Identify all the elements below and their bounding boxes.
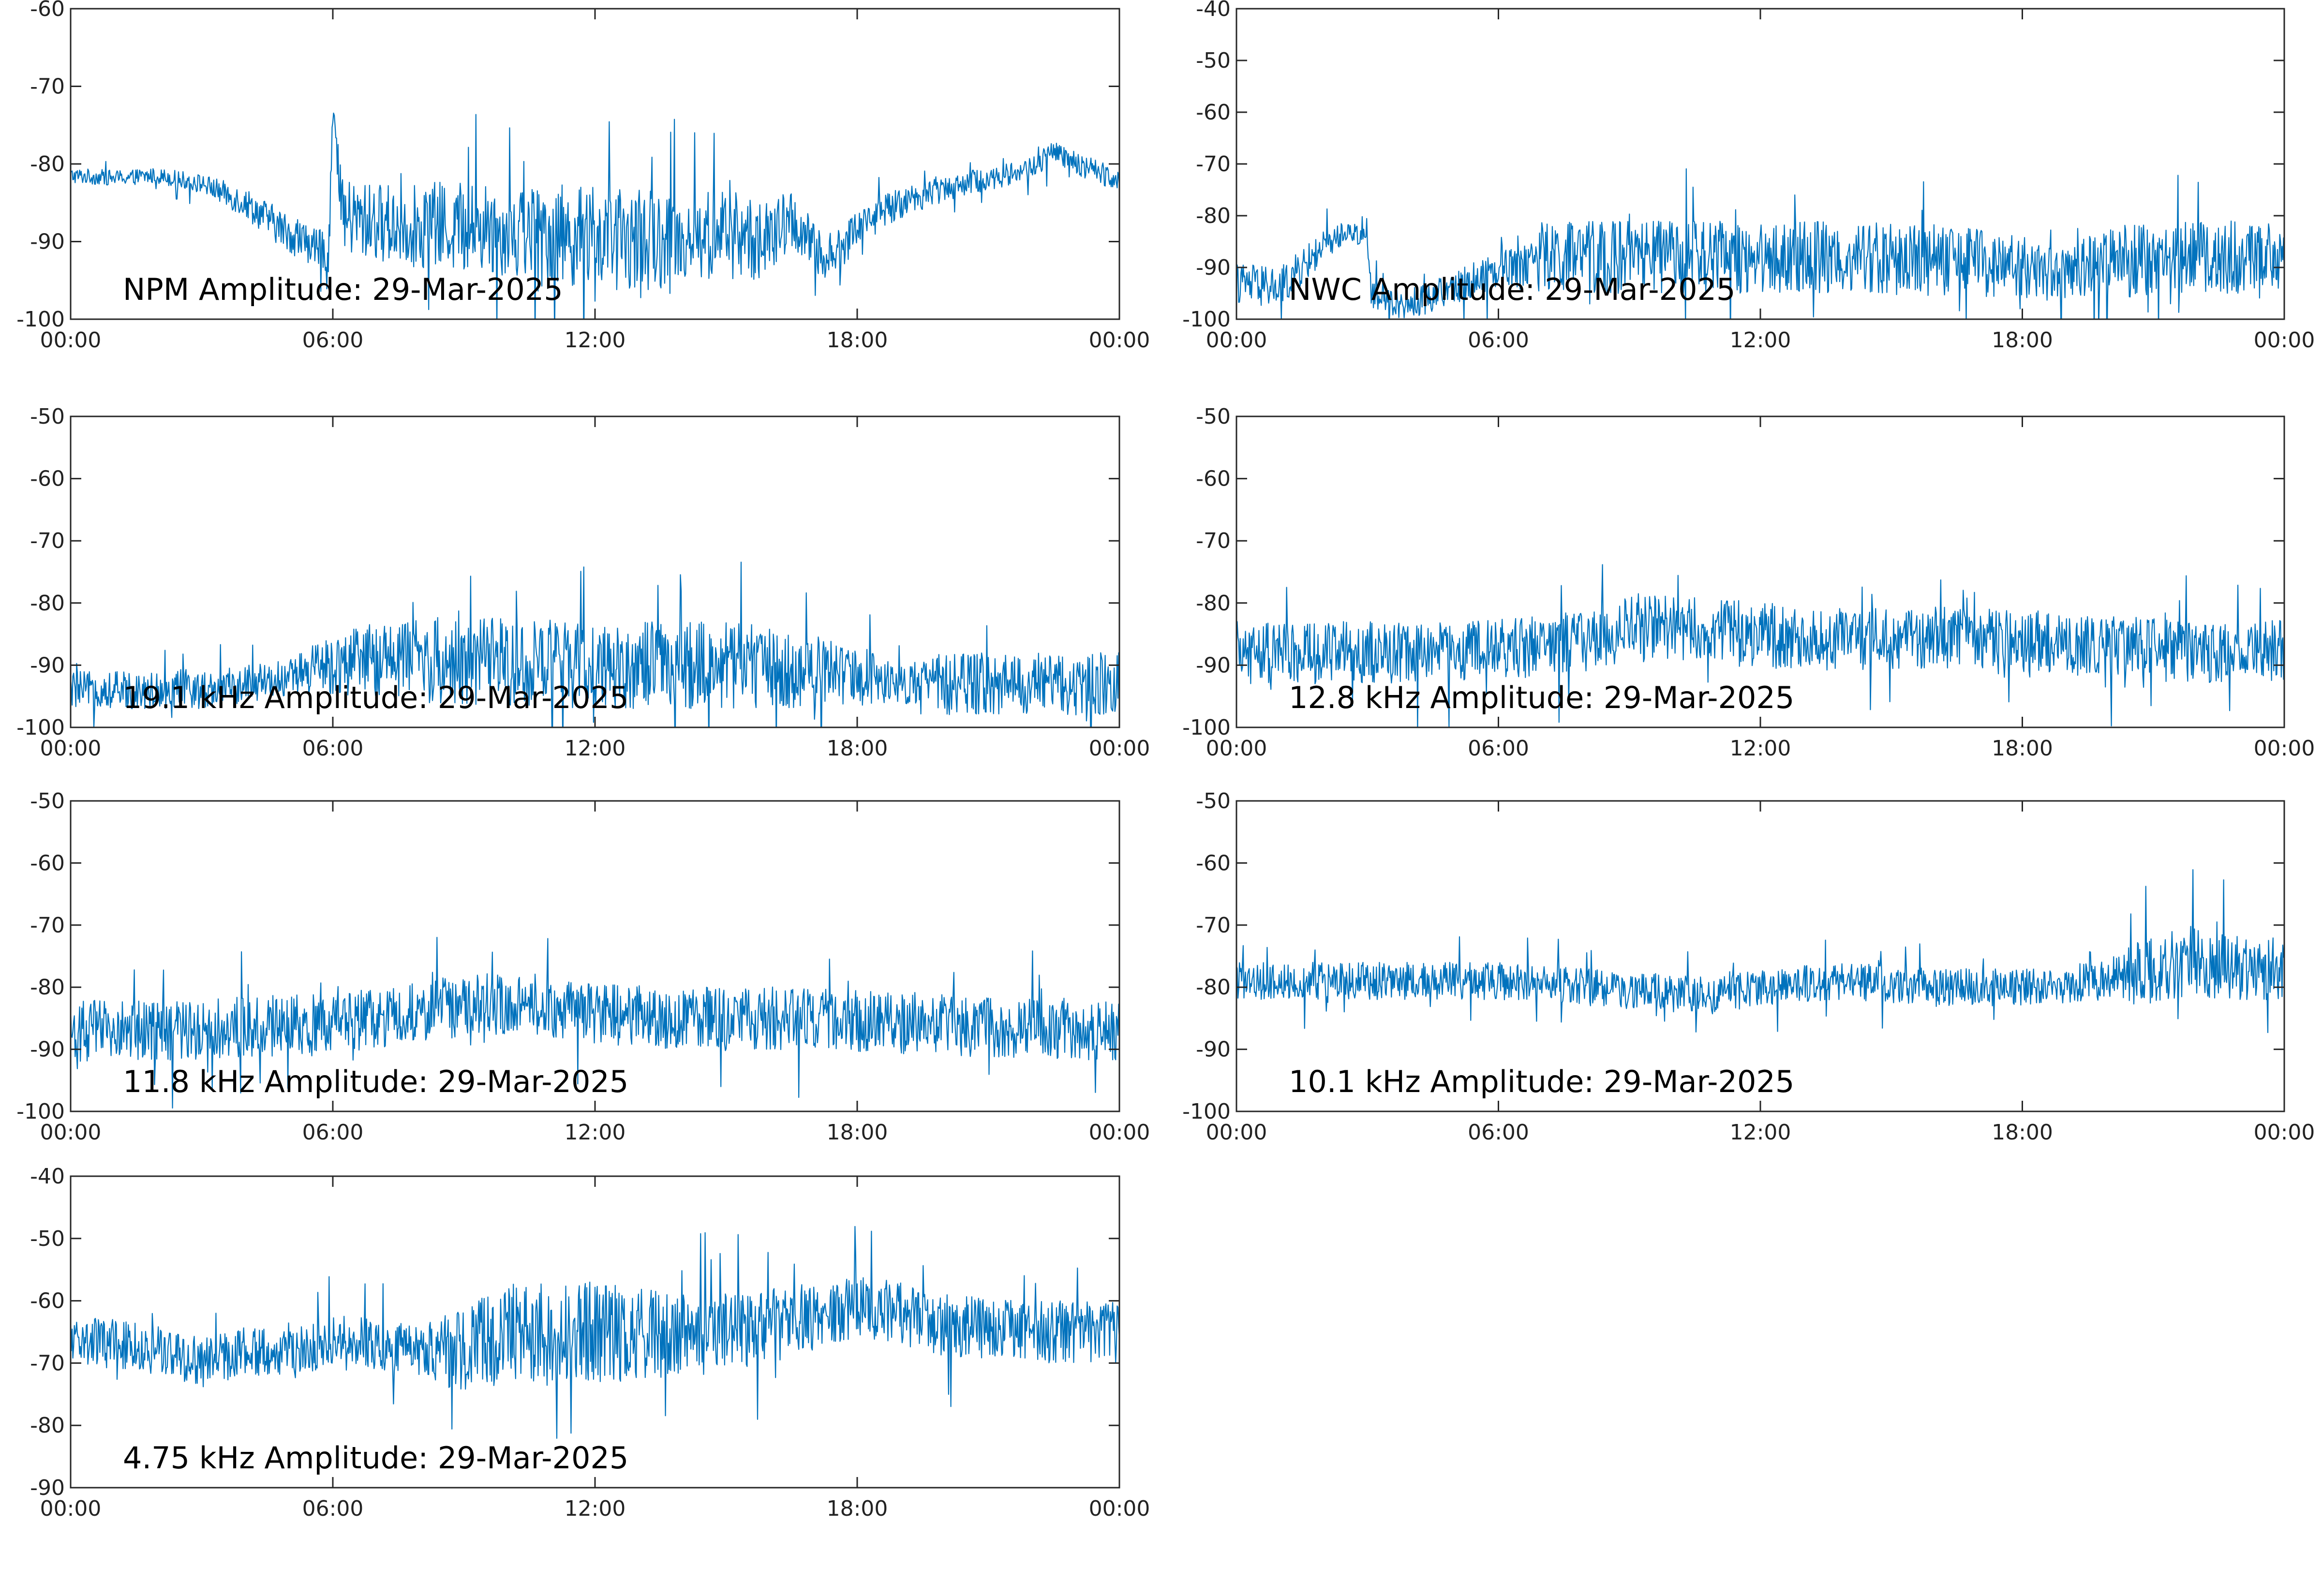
panel-title: 19.1 kHz Amplitude: 29-Mar-2025 [123,680,628,715]
y-tick-label: -100 [1182,715,1231,740]
x-tick-label: 18:00 [1992,328,2053,353]
y-tick-label: -80 [1196,204,1231,228]
x-tick-label: 00:00 [1206,328,1267,353]
y-tick-label: -60 [30,1289,65,1314]
x-tick-label: 12:00 [565,328,626,353]
y-tick-label: -90 [1196,1037,1231,1062]
x-tick-label: 00:00 [1089,736,1150,761]
x-tick-label: 00:00 [40,1496,102,1521]
y-tick-label: -70 [1196,152,1231,177]
x-tick-label: 18:00 [827,328,888,353]
amplitude-trace [71,562,1119,727]
x-tick-label: 00:00 [40,328,102,353]
panel-title: NPM Amplitude: 29-Mar-2025 [123,272,563,307]
x-tick-label: 00:00 [2254,1120,2315,1145]
panel-title: 4.75 kHz Amplitude: 29-Mar-2025 [123,1440,628,1476]
panel-title: 12.8 kHz Amplitude: 29-Mar-2025 [1289,680,1794,715]
panel-title: 10.1 kHz Amplitude: 29-Mar-2025 [1289,1064,1794,1099]
x-tick-label: 12:00 [565,736,626,761]
y-tick-label: -70 [30,1351,65,1375]
y-tick-label: -60 [1196,851,1231,875]
y-tick-label: -60 [1196,467,1231,491]
amplitude-trace [1236,168,2284,319]
x-tick-label: 18:00 [827,1120,888,1145]
y-tick-label: -60 [30,851,65,875]
x-tick-label: 18:00 [827,1496,888,1521]
x-tick-label: 06:00 [302,1496,364,1521]
x-tick-label: 00:00 [1206,1120,1267,1145]
x-tick-label: 12:00 [565,1120,626,1145]
y-tick-label: -80 [1196,591,1231,616]
y-tick-label: -70 [30,74,65,99]
x-tick-label: 00:00 [1089,328,1150,353]
y-tick-label: -90 [30,230,65,254]
y-tick-label: -100 [16,1099,65,1124]
x-tick-label: 06:00 [1468,736,1529,761]
y-tick-label: -80 [30,975,65,1000]
y-tick-label: -90 [1196,653,1231,678]
y-tick-label: -90 [30,1476,65,1500]
x-tick-label: 00:00 [1089,1120,1150,1145]
y-tick-label: -100 [1182,1099,1231,1124]
y-tick-label: -90 [1196,255,1231,280]
y-tick-label: -60 [30,467,65,491]
x-tick-label: 06:00 [1468,1120,1529,1145]
x-tick-label: 18:00 [1992,736,2053,761]
y-tick-label: -80 [30,152,65,177]
x-tick-label: 00:00 [1089,1496,1150,1521]
x-tick-label: 18:00 [827,736,888,761]
amplitude-trace [71,937,1119,1109]
y-tick-label: -70 [1196,913,1231,938]
x-tick-label: 00:00 [1206,736,1267,761]
x-tick-label: 18:00 [1992,1120,2053,1145]
y-tick-label: -40 [1196,0,1231,21]
y-tick-label: -70 [30,913,65,938]
y-tick-label: -90 [30,653,65,678]
y-tick-label: -60 [30,0,65,21]
y-tick-label: -50 [30,789,65,813]
x-tick-label: 06:00 [302,1120,364,1145]
y-tick-label: -100 [16,307,65,332]
y-tick-label: -70 [1196,529,1231,553]
y-tick-label: -50 [1196,789,1231,813]
y-tick-label: -50 [1196,404,1231,429]
x-tick-label: 00:00 [2254,328,2315,353]
y-tick-label: -60 [1196,100,1231,125]
y-tick-label: -100 [1182,307,1231,332]
y-tick-label: -70 [30,529,65,553]
y-tick-label: -40 [30,1164,65,1189]
y-tick-label: -50 [30,404,65,429]
x-tick-label: 00:00 [40,1120,102,1145]
y-tick-label: -100 [16,715,65,740]
panel-title: NWC Amplitude: 29-Mar-2025 [1289,272,1735,307]
y-tick-label: -90 [30,1037,65,1062]
amplitude-trace [1236,564,2284,727]
amplitude-trace [1236,869,2284,1034]
x-tick-label: 12:00 [565,1496,626,1521]
x-tick-label: 06:00 [1468,328,1529,353]
x-tick-label: 06:00 [302,736,364,761]
y-tick-label: -80 [30,591,65,616]
x-tick-label: 12:00 [1730,736,1791,761]
y-tick-label: -80 [30,1413,65,1438]
y-tick-label: -80 [1196,975,1231,1000]
amplitude-trace [71,1226,1119,1439]
y-tick-label: -50 [30,1227,65,1251]
x-tick-label: 12:00 [1730,328,1791,353]
x-tick-label: 06:00 [302,328,364,353]
y-tick-label: -50 [1196,48,1231,73]
x-tick-label: 00:00 [2254,736,2315,761]
amplitude-trace [71,112,1119,319]
x-tick-label: 00:00 [40,736,102,761]
panel-title: 11.8 kHz Amplitude: 29-Mar-2025 [123,1064,628,1099]
x-tick-label: 12:00 [1730,1120,1791,1145]
